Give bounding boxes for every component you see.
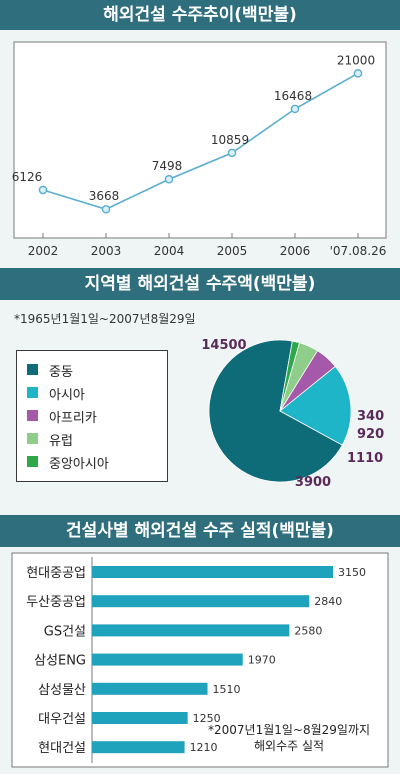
bar [92, 682, 208, 695]
bar-period-note: *2007년1월1일~8월29일까지 해외수주 실적 [208, 722, 370, 754]
pie-slice [279, 365, 352, 446]
x-tick-label: 2004 [154, 244, 185, 258]
line-chart-header: 해외건설 수주추이(백만불) [0, 0, 400, 30]
line-point [101, 204, 111, 214]
legend-label: 아시아 [49, 388, 85, 403]
line-data-label: 10859 [211, 133, 249, 147]
line-data-label: 6126 [12, 170, 43, 184]
line-chart: 6126 2002 3668 2003 7498 2004 10859 2005 16468 20… [12, 41, 387, 258]
bar-value-label: 3150 [338, 566, 366, 579]
bar-note-line-2: 해외수주 실적 [254, 739, 325, 753]
bar-category-label: 현대중공업 [26, 566, 86, 581]
bar-value-label: 1250 [193, 712, 221, 725]
pie-data-label: 1110 [347, 451, 383, 466]
x-tick-label: 2002 [28, 244, 59, 258]
pie-chart-header: 지역별 해외건설 수주액(백만불) [0, 268, 400, 300]
bar-category-label: 삼성물산 [38, 683, 86, 698]
legend-label: 중앙아시아 [49, 457, 109, 472]
bar-note-line-1: *2007년1월1일~8월29일까지 [208, 723, 371, 737]
pie-data-label: 14500 [201, 338, 246, 353]
bar-value-label: 1970 [248, 654, 276, 667]
line-data-label: 3668 [89, 189, 120, 203]
line-data-label: 21000 [337, 53, 375, 67]
line-point [164, 174, 174, 184]
legend-label: 아프리카 [49, 411, 97, 426]
legend-swatch [27, 364, 38, 375]
pie-slice [208, 339, 343, 483]
line-point [353, 69, 363, 78]
x-tick-label: '07.08.26 [330, 244, 387, 258]
bar-value-label: 1510 [213, 683, 241, 696]
pie-data-label: 340 [357, 409, 384, 424]
bar-category-label: 두산중공업 [26, 595, 86, 610]
pie-period-note: *1965년1월1일~2007년8월29일 [14, 312, 196, 326]
legend-swatch [27, 387, 38, 398]
bar-category-label: 삼성ENG [34, 654, 86, 669]
x-tick-label: 2005 [217, 244, 248, 258]
line-chart-panel: 6126 2002 3668 2003 7498 2004 10859 2005 16468 20… [0, 30, 400, 268]
bar-chart-header: 건설사별 해외건설 수주 실적(백만불) [0, 515, 400, 547]
line-plot-area [13, 41, 387, 239]
line-point [227, 148, 237, 158]
pie-data-label: 920 [357, 427, 384, 442]
bar [92, 712, 188, 724]
bar [92, 653, 243, 666]
legend-swatch [27, 410, 38, 421]
bar-category-label: GS건설 [44, 624, 86, 639]
pie-slice [279, 340, 300, 412]
bar-value-label: 1210 [190, 741, 218, 754]
pie-data-label: 3900 [295, 475, 331, 490]
bar-chart: 현대중공업 3150 두산중공업 2840 GS건설 2580 삼성ENG 1970 삼성물산 1… [11, 552, 389, 768]
legend-label: 유럽 [49, 434, 73, 449]
line-point [38, 185, 48, 195]
bar [92, 595, 310, 608]
bar-value-label: 2580 [294, 624, 322, 637]
bar-value-label: 2840 [314, 595, 342, 608]
line-series [42, 72, 359, 211]
line-data-label: 16468 [274, 89, 312, 103]
line-data-label: 7498 [152, 159, 183, 173]
pie-chart: 14500 3900 1110 920 340 [201, 338, 384, 490]
x-tick-label: 2003 [91, 244, 122, 258]
bar [92, 566, 333, 578]
bar-category-label: 현대건설 [38, 741, 86, 756]
bar-chart-panel: 현대중공업 3150 두산중공업 2840 GS건설 2580 삼성ENG 1970 삼성물산 1… [0, 547, 400, 774]
legend-swatch [27, 433, 38, 444]
bar [92, 624, 290, 637]
bar [92, 741, 185, 754]
bar-category-label: 대우건설 [38, 712, 86, 727]
x-tick-label: 2006 [280, 244, 311, 258]
legend-label: 중동 [49, 365, 73, 380]
line-point [290, 104, 300, 114]
legend-swatch [27, 456, 38, 467]
